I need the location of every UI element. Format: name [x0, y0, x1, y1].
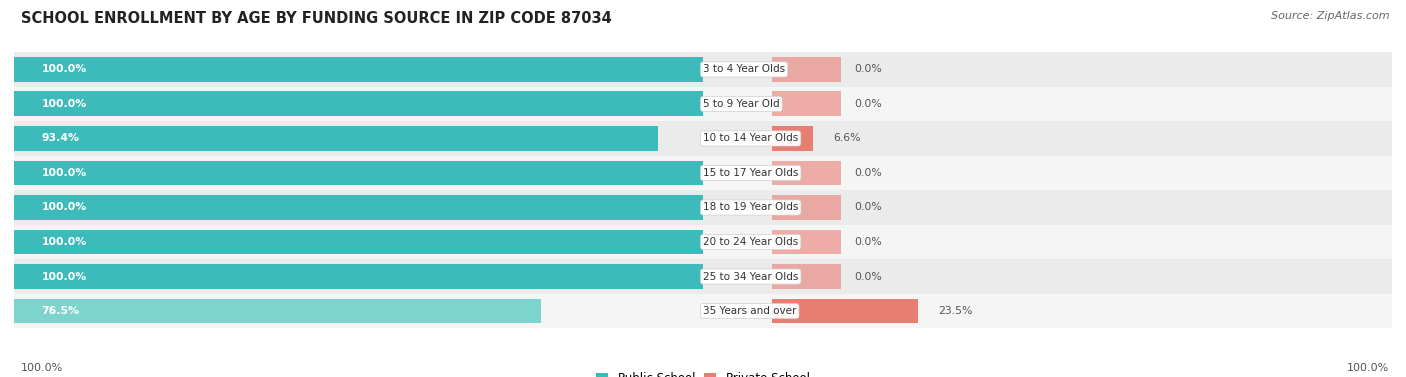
Text: 20 to 24 Year Olds: 20 to 24 Year Olds — [703, 237, 799, 247]
Text: 10 to 14 Year Olds: 10 to 14 Year Olds — [703, 133, 799, 143]
Text: 5 to 9 Year Old: 5 to 9 Year Old — [703, 99, 779, 109]
Text: 100.0%: 100.0% — [42, 237, 87, 247]
Text: 100.0%: 100.0% — [1347, 363, 1389, 373]
Text: 0.0%: 0.0% — [855, 237, 883, 247]
Bar — [14, 126, 658, 151]
Bar — [14, 57, 703, 82]
Text: 100.0%: 100.0% — [42, 64, 87, 74]
Text: 35 Years and over: 35 Years and over — [703, 306, 796, 316]
Text: 23.5%: 23.5% — [938, 306, 973, 316]
Bar — [772, 195, 841, 220]
Bar — [772, 264, 841, 289]
Text: 0.0%: 0.0% — [855, 99, 883, 109]
Bar — [14, 195, 703, 220]
Bar — [14, 259, 1392, 294]
Text: Source: ZipAtlas.com: Source: ZipAtlas.com — [1271, 11, 1389, 21]
Text: 0.0%: 0.0% — [855, 64, 883, 74]
Bar — [14, 121, 1392, 156]
Text: 15 to 17 Year Olds: 15 to 17 Year Olds — [703, 168, 799, 178]
Text: 100.0%: 100.0% — [42, 168, 87, 178]
Bar — [14, 225, 1392, 259]
Text: 18 to 19 Year Olds: 18 to 19 Year Olds — [703, 202, 799, 213]
Text: 100.0%: 100.0% — [42, 271, 87, 282]
Bar — [772, 161, 841, 185]
Bar — [14, 294, 1392, 328]
Text: 93.4%: 93.4% — [42, 133, 80, 143]
Bar — [14, 161, 703, 185]
Text: 100.0%: 100.0% — [21, 363, 63, 373]
Bar — [772, 299, 918, 323]
Text: 100.0%: 100.0% — [42, 99, 87, 109]
Bar — [772, 57, 841, 82]
Text: 0.0%: 0.0% — [855, 271, 883, 282]
Text: 3 to 4 Year Olds: 3 to 4 Year Olds — [703, 64, 785, 74]
Text: 76.5%: 76.5% — [42, 306, 80, 316]
Bar — [14, 92, 703, 116]
Text: 25 to 34 Year Olds: 25 to 34 Year Olds — [703, 271, 799, 282]
Bar — [772, 230, 841, 254]
Text: SCHOOL ENROLLMENT BY AGE BY FUNDING SOURCE IN ZIP CODE 87034: SCHOOL ENROLLMENT BY AGE BY FUNDING SOUR… — [21, 11, 612, 26]
Text: 0.0%: 0.0% — [855, 168, 883, 178]
Bar — [14, 299, 541, 323]
Text: 6.6%: 6.6% — [834, 133, 860, 143]
Bar — [14, 52, 1392, 87]
Bar — [772, 126, 813, 151]
Text: 0.0%: 0.0% — [855, 202, 883, 213]
Bar — [772, 92, 841, 116]
Bar — [14, 230, 703, 254]
Bar — [14, 156, 1392, 190]
Text: 100.0%: 100.0% — [42, 202, 87, 213]
Legend: Public School, Private School: Public School, Private School — [593, 369, 813, 377]
Bar — [14, 264, 703, 289]
Bar — [14, 190, 1392, 225]
Bar — [14, 87, 1392, 121]
